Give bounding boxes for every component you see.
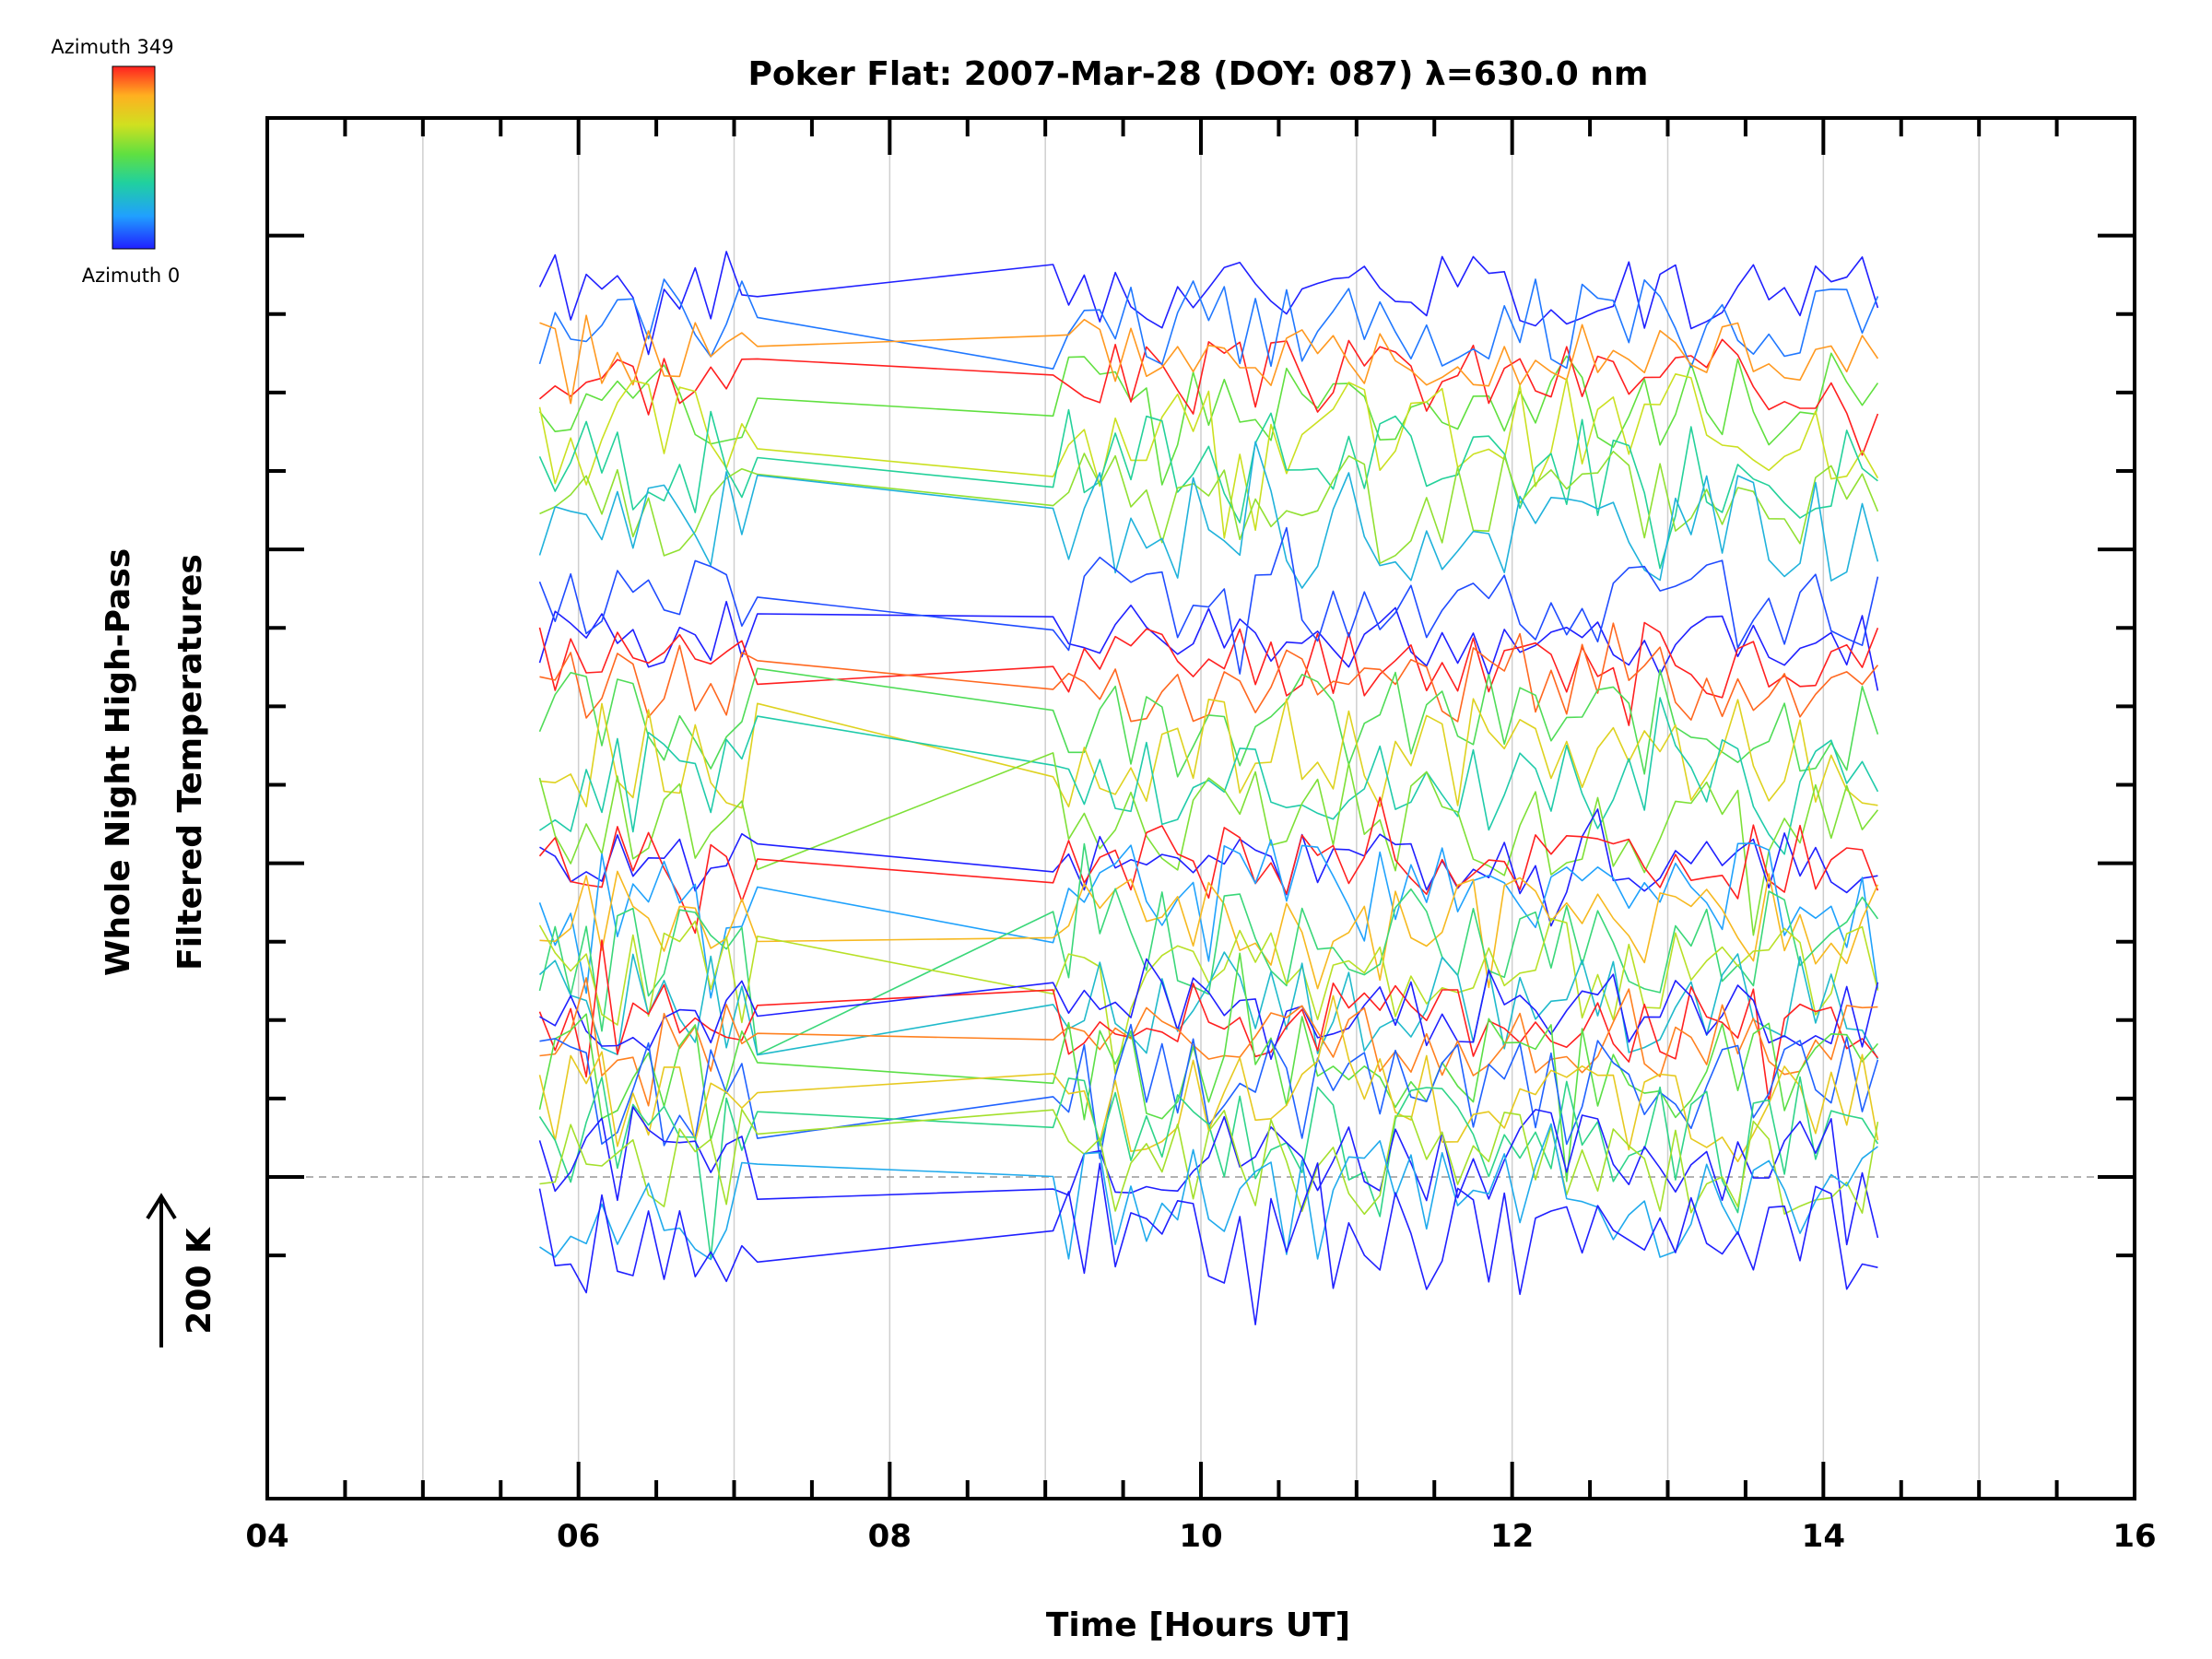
series-line: [539, 977, 1878, 1107]
series-line: [538, 917, 1879, 1075]
series-line: [539, 1023, 1879, 1159]
series-line: [538, 338, 1879, 456]
x-tick-label: 14: [1802, 1518, 1845, 1555]
series-line: [538, 278, 1879, 371]
series-line: [539, 622, 1879, 723]
series-line: [538, 952, 1879, 1182]
scale-arrow-icon: [146, 1193, 177, 1347]
x-tick-label: 12: [1490, 1518, 1534, 1555]
series-group: [538, 251, 1879, 1325]
x-tick-label: 08: [868, 1518, 912, 1555]
series-line: [539, 314, 1879, 405]
series-line: [538, 994, 1879, 1163]
series-line: [538, 526, 1879, 675]
series-line: [538, 621, 1879, 726]
colorbar: [112, 65, 156, 250]
series-line: [538, 408, 1878, 570]
series-line: [539, 1123, 1878, 1261]
x-tick-label: 16: [2112, 1518, 2156, 1555]
series-line: [538, 939, 1879, 1103]
series-line: [539, 450, 1879, 565]
x-tick-label: 06: [557, 1518, 600, 1555]
colorbar-top-label: Azimuth 349: [51, 36, 173, 58]
series-line: [539, 870, 1879, 990]
series-line: [538, 752, 1879, 936]
x-axis-label: Time [Hours UT]: [1046, 1606, 1350, 1644]
series-line: [539, 808, 1878, 927]
series-line: [538, 372, 1879, 539]
series-line: [538, 352, 1879, 486]
colorbar-bottom-label: Azimuth 0: [82, 265, 181, 287]
series-line: [538, 842, 1879, 1055]
y-axis-label-line2: Filtered Temperatures: [171, 554, 209, 971]
series-line: [538, 667, 1879, 778]
series-line: [538, 796, 1879, 935]
series-line: [539, 697, 1879, 855]
series-line: [539, 958, 1879, 1060]
series-line: [539, 1108, 1879, 1216]
series-line: [538, 951, 1879, 1060]
chart-title: Poker Flat: 2007-Mar-28 (DOY: 087) λ=630…: [748, 55, 1649, 93]
y-axis-label-line1: Whole Night High-Pass: [100, 548, 137, 976]
series-line: [538, 1076, 1879, 1260]
scale-label: 200 K: [181, 1227, 218, 1335]
series-line: [538, 839, 1879, 999]
axes: 04 06 08 10 12 14 16: [245, 116, 2157, 1555]
series-line: [538, 441, 1879, 589]
series-line: [538, 600, 1879, 691]
x-tick-label: 10: [1179, 1518, 1222, 1555]
series-line: [538, 251, 1879, 356]
x-tick-label: 04: [245, 1518, 288, 1555]
series-line: [538, 1162, 1878, 1325]
